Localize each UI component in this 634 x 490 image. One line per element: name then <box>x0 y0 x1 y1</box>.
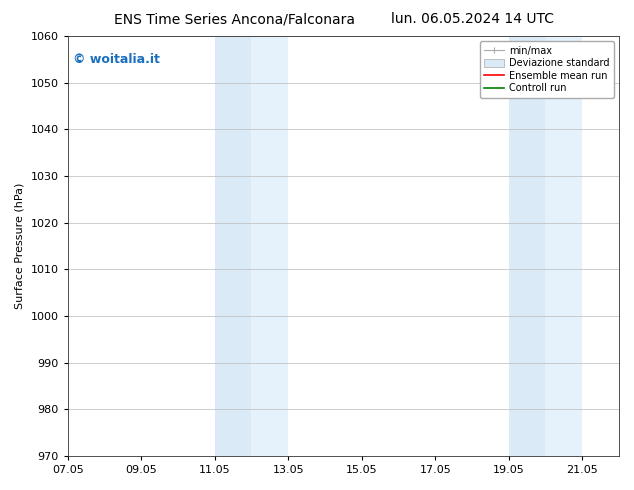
Bar <box>252 36 288 456</box>
Y-axis label: Surface Pressure (hPa): Surface Pressure (hPa) <box>15 183 25 309</box>
Text: © woitalia.it: © woitalia.it <box>73 53 160 66</box>
Text: ENS Time Series Ancona/Falconara: ENS Time Series Ancona/Falconara <box>114 12 355 26</box>
Bar <box>545 36 582 456</box>
Text: lun. 06.05.2024 14 UTC: lun. 06.05.2024 14 UTC <box>391 12 554 26</box>
Bar <box>215 36 252 456</box>
Bar <box>508 36 545 456</box>
Legend: min/max, Deviazione standard, Ensemble mean run, Controll run: min/max, Deviazione standard, Ensemble m… <box>479 41 614 98</box>
